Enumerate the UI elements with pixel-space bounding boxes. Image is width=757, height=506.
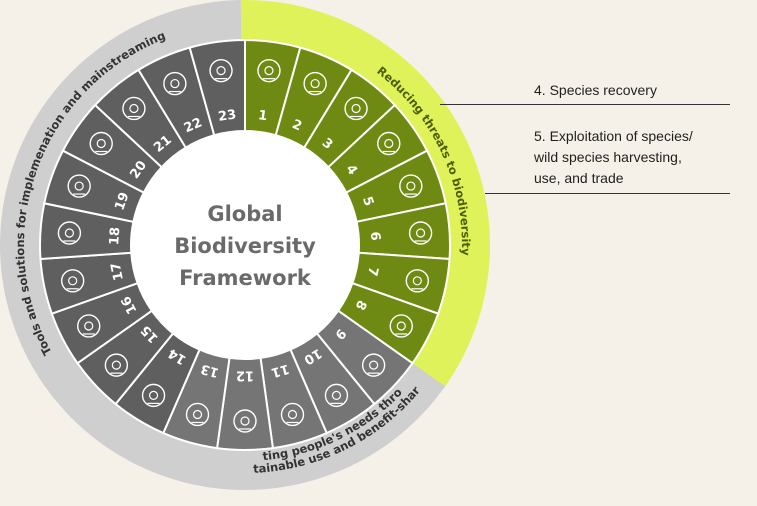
puzzle-icon: [257, 58, 281, 83]
eye-icon: [57, 221, 82, 245]
segment-17-number: 17: [109, 261, 127, 282]
segment-12-number: 12: [236, 368, 254, 383]
segment-1-number: 1: [257, 108, 268, 124]
center-disc: [131, 131, 359, 359]
forest-sun-icon: [303, 71, 327, 96]
hand-plant-icon: [280, 402, 305, 427]
segment-22-number: 22: [182, 115, 205, 136]
center-title-line2: Biodiversity: [174, 234, 316, 258]
globe-thermometer-icon: [389, 314, 413, 338]
bison-icon: [377, 131, 401, 156]
tick-bug-icon: [408, 221, 433, 245]
note-exploitation-line1: 5. Exploitation of species/: [534, 128, 693, 144]
segment-13-number: 13: [199, 361, 220, 380]
city-buildings-icon: [233, 409, 257, 433]
hand-moneybag-icon: [67, 174, 91, 198]
segment-16-number: 16: [119, 293, 141, 316]
butterfly-icon: [361, 353, 386, 377]
target-arrows-icon: [209, 58, 233, 83]
bottle-waves-icon: [405, 269, 430, 293]
segment-18-number: 18: [107, 227, 123, 246]
note-species-recovery-divider: [440, 104, 730, 105]
center-title-line1: Global: [207, 202, 282, 226]
hands-leaf-icon: [344, 96, 368, 121]
fish-icon: [324, 383, 349, 408]
note-exploitation-divider: [485, 193, 730, 194]
segment-11-number: 11: [269, 361, 290, 380]
lightbulb-icon: [77, 314, 101, 338]
chart-magnifier-icon: [104, 353, 129, 377]
segment-19-number: 19: [112, 190, 132, 212]
people-screen-icon: [60, 269, 85, 293]
tree-dollar-icon: [399, 174, 423, 198]
segment-7-number: 7: [364, 265, 381, 277]
note-exploitation-line2: wild species harvesting,: [534, 149, 682, 165]
raised-hands-icon: [163, 71, 187, 96]
segment-23-number: 23: [217, 108, 237, 125]
note-species-recovery-text: 4. Species recovery: [534, 82, 657, 98]
center-title-line3: Framework: [179, 266, 312, 290]
handshake-icon: [89, 131, 113, 156]
note-species-recovery: 4. Species recovery: [534, 80, 657, 101]
note-exploitation: 5. Exploitation of species/ wild species…: [534, 126, 693, 189]
circuit-leaf-icon: [185, 402, 210, 427]
clipboard-checklist-icon: [141, 383, 166, 408]
segment-6-number: 6: [367, 231, 383, 241]
note-exploitation-line3: use, and trade: [534, 170, 624, 186]
people-network-icon: [122, 96, 146, 121]
